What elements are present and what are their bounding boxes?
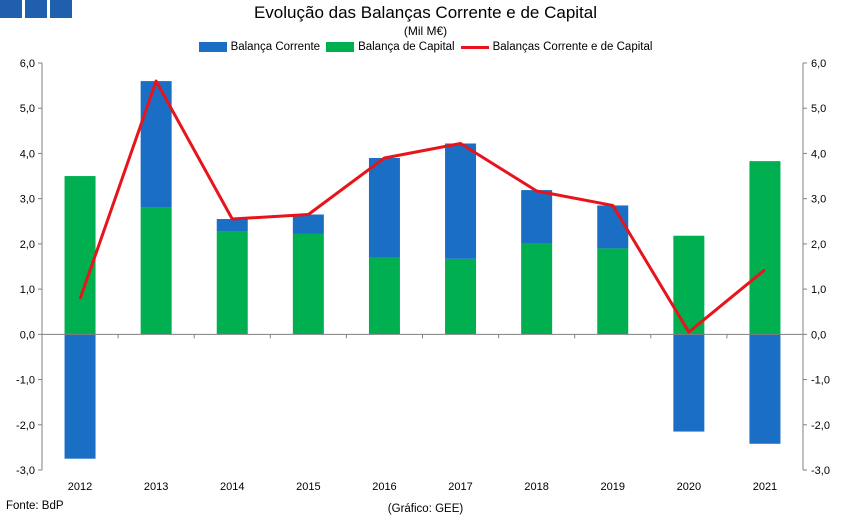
legend-item-current: Balança Corrente [198, 41, 321, 53]
bar-capital [597, 248, 629, 335]
legend-label-capital: Balança de Capital [358, 41, 455, 53]
y-tick-label-left: 3,0 [20, 194, 35, 206]
legend-label-current: Balança Corrente [230, 41, 321, 53]
legend-item-total: Balanças Corrente e de Capital [460, 41, 653, 53]
bar-current [64, 334, 96, 459]
bar-capital [749, 161, 781, 335]
x-tick-label: 2012 [68, 481, 92, 493]
y-tick-label-right: 5,0 [811, 103, 826, 115]
y-tick-label-right: 6,0 [811, 58, 826, 70]
x-tick-label: 2021 [753, 481, 777, 493]
y-tick-label-left: 0,0 [20, 329, 35, 341]
bar-current [368, 157, 400, 258]
bar-capital [673, 235, 705, 335]
bar-current [673, 334, 705, 432]
bar-current [749, 334, 781, 444]
chart-legend: Balança Corrente Balança de Capital Bala… [0, 41, 851, 53]
corner-box [50, 0, 72, 18]
corner-box [0, 0, 22, 18]
y-tick-label-right: -3,0 [811, 465, 830, 477]
bar-capital [292, 233, 324, 335]
y-tick-label-left: -2,0 [16, 420, 35, 432]
bar-current [445, 143, 477, 259]
y-tick-label-right: 2,0 [811, 239, 826, 251]
line-total [78, 79, 766, 334]
y-tick-label-right: -1,0 [811, 375, 830, 387]
legend-swatch-capital [326, 42, 355, 52]
credit-note: (Gráfico: GEE) [387, 503, 464, 515]
bar-capital [140, 207, 172, 335]
corner-box [25, 0, 47, 18]
y-tick-label-left: 5,0 [20, 103, 35, 115]
y-tick-label-left: -3,0 [16, 465, 35, 477]
x-tick-label: 2020 [677, 481, 701, 493]
y-tick-label-left: -1,0 [16, 375, 35, 387]
corner-decoration [0, 0, 72, 18]
x-tick-label: 2018 [524, 481, 548, 493]
y-tick-label-right: 0,0 [811, 329, 826, 341]
bar-capital [368, 257, 400, 335]
y-tick-label-left: 2,0 [20, 239, 35, 251]
y-tick-label-right: 4,0 [811, 148, 826, 160]
chart-subtitle: (Mil M€) [403, 24, 448, 38]
y-tick-label-right: 3,0 [811, 194, 826, 206]
bar-capital [445, 258, 477, 335]
y-tick-label-right: -2,0 [811, 420, 830, 432]
bar-capital [64, 176, 96, 335]
bar-capital [521, 242, 553, 335]
y-tick-label-right: 1,0 [811, 284, 826, 296]
x-tick-label: 2013 [144, 481, 168, 493]
bar-current [597, 205, 629, 249]
chart-title: Evolução das Balanças Corrente e de Capi… [253, 3, 598, 22]
y-tick-label-left: 6,0 [20, 58, 35, 70]
x-tick-label: 2015 [296, 481, 320, 493]
legend-swatch-current [198, 42, 227, 52]
legend-swatch-total [460, 45, 489, 49]
bar-current [216, 219, 248, 232]
legend-label-total: Balanças Corrente e de Capital [492, 41, 653, 53]
x-tick-label: 2016 [372, 481, 396, 493]
y-tick-label-left: 1,0 [20, 284, 35, 296]
x-tick-label: 2019 [601, 481, 625, 493]
x-tick-label: 2014 [220, 481, 244, 493]
bar-current [292, 214, 324, 234]
y-tick-label-left: 4,0 [20, 148, 35, 160]
bar-capital [216, 231, 248, 335]
bar-current [521, 190, 553, 243]
legend-item-capital: Balança de Capital [326, 41, 455, 53]
source-note: Fonte: BdP [6, 500, 64, 512]
x-tick-label: 2017 [448, 481, 472, 493]
